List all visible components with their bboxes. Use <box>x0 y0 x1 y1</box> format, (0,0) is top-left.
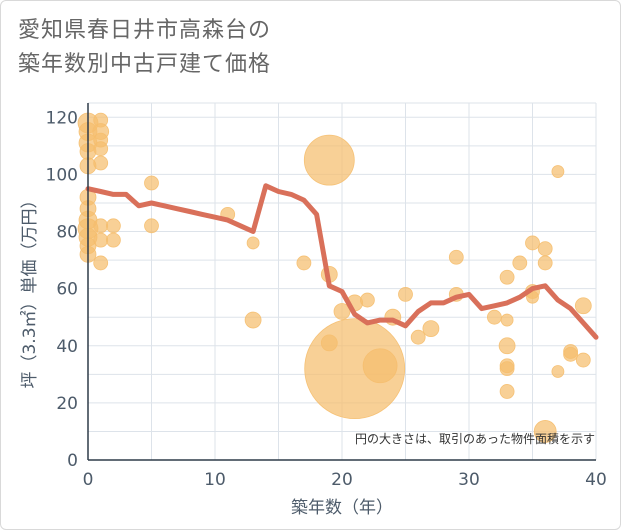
data-bubble <box>537 255 553 271</box>
y-tick-label: 0 <box>67 451 78 471</box>
data-bubble <box>448 249 464 265</box>
x-tick-label: 30 <box>458 470 480 490</box>
data-bubble <box>563 346 578 362</box>
data-bubble <box>93 255 109 271</box>
y-tick-label: 60 <box>56 280 78 300</box>
data-bubble <box>303 134 355 186</box>
y-axis-label: 坪（3.3㎡）単価（万円） <box>20 191 40 388</box>
data-bubble <box>333 303 351 320</box>
x-tick-label: 20 <box>331 470 353 490</box>
x-tick-label: 0 <box>83 470 94 490</box>
data-bubble <box>410 329 426 345</box>
data-bubble <box>499 269 515 285</box>
data-bubble <box>422 320 440 338</box>
data-bubble <box>486 309 502 325</box>
data-bubble <box>246 236 260 250</box>
data-bubble <box>296 255 312 271</box>
data-bubble <box>93 232 109 248</box>
trend-layer <box>85 183 599 340</box>
data-bubble <box>537 241 553 257</box>
data-bubble <box>500 313 514 327</box>
y-tick-label: 20 <box>56 394 78 414</box>
y-tick-label: 120 <box>46 108 78 128</box>
y-tick-label: 40 <box>56 337 78 357</box>
data-bubble <box>512 255 528 271</box>
data-bubble <box>498 337 516 355</box>
title-line-1: 愛知県春日井市高森台の <box>18 18 272 43</box>
chart-title: 愛知県春日井市高森台の 築年数別中古戸建て価格 <box>18 14 271 82</box>
title-line-2: 築年数別中古戸建て価格 <box>18 52 272 77</box>
data-bubble <box>106 232 121 248</box>
data-bubble <box>525 235 540 251</box>
data-bubble <box>359 292 375 308</box>
data-bubble <box>93 155 109 171</box>
data-bubble <box>93 141 109 157</box>
data-bubble <box>499 361 515 377</box>
data-bubble <box>551 365 565 378</box>
data-bubble <box>144 218 159 234</box>
data-bubble <box>93 218 109 234</box>
x-tick-label: 10 <box>204 470 226 490</box>
x-axis-label: 築年数（年） <box>291 498 393 518</box>
data-bubble <box>499 384 515 399</box>
x-tick-label: 40 <box>585 470 607 490</box>
data-bubble <box>362 348 398 384</box>
data-bubble <box>574 297 592 315</box>
data-bubble <box>398 286 413 302</box>
y-tick-label: 80 <box>56 223 78 243</box>
data-bubble <box>244 311 262 329</box>
data-bubble <box>304 318 406 420</box>
data-bubble <box>533 420 557 443</box>
y-tick-label: 100 <box>46 165 78 185</box>
data-bubble <box>551 165 565 178</box>
data-bubble <box>575 352 591 368</box>
bubble-layer <box>77 112 592 443</box>
trend-line <box>85 183 599 340</box>
data-bubble <box>144 175 159 191</box>
data-bubble <box>106 218 121 234</box>
size-annotation: 円の大きさは、取引のあった物件面積を示す <box>355 431 595 446</box>
axes: 0 10 20 30 40 0 20 40 60 80 100 120 <box>46 103 607 490</box>
